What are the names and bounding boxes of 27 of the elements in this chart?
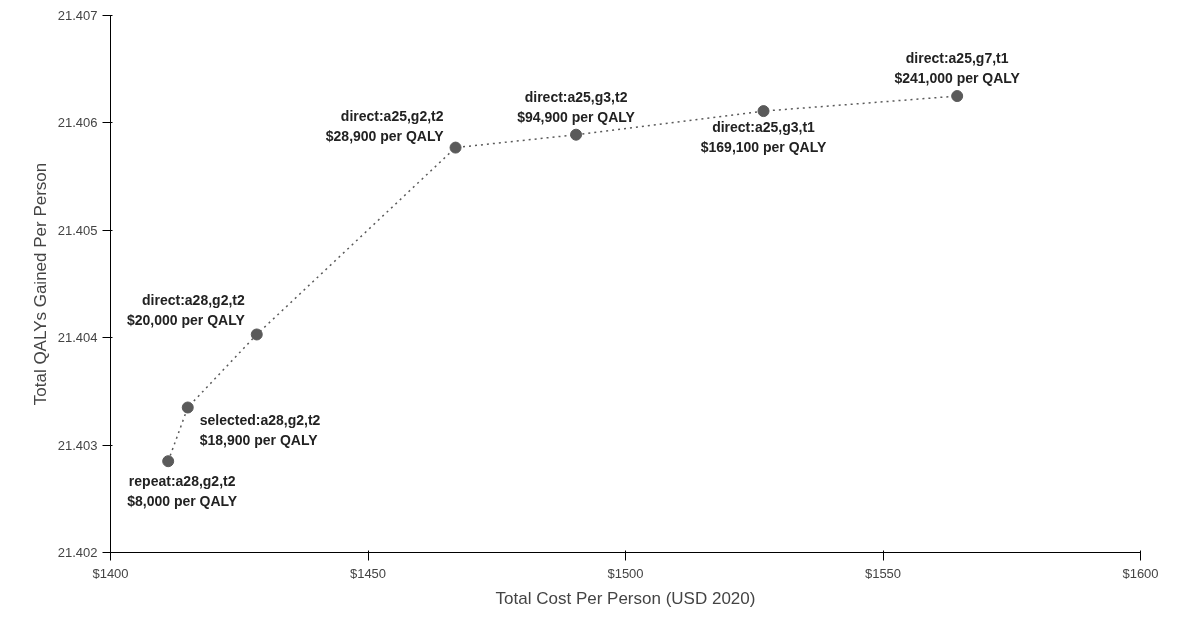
data-label: direct:a25,g3,t2 $94,900 per QALY [517,88,636,125]
y-tick-label: 21.406 [57,115,98,131]
point [951,90,964,103]
x-tick-label: $1550 [864,565,902,581]
data-label: direct:a28,g2,t2 $20,000 per QALY [126,292,246,329]
point [250,328,263,341]
y-tick-label: 21.404 [57,330,98,346]
data-label: direct:a25,g3,t1 $169,100 per QALY [700,119,827,156]
y-tick-label: 21.405 [57,222,98,238]
x-tick-label: $1400 [92,565,129,581]
x-axis-title: Total Cost Per Person (USD 2020) [495,588,756,608]
x-tick-label: $1450 [349,565,387,581]
data-label: selected:a28,g2,t2 $18,900 per QALY [199,411,321,448]
point [757,105,770,118]
y-tick-label: 21.403 [57,437,98,453]
data-label: direct:a25,g2,t2 $28,900 per QALY [325,107,445,144]
y-axis-title: Total QALYs Gained Per Person [30,162,50,406]
y-tick-label: 21.402 [57,545,98,560]
x-tick-label: $1500 [607,565,644,581]
point [162,455,175,468]
point [449,141,462,154]
x-tick-label: $1600 [1122,565,1159,581]
data-label: repeat:a28,g2,t2 $8,000 per QALY [127,473,238,510]
y-tick-label: 21.407 [57,8,98,23]
point [181,401,194,414]
data-label: direct:a25,g7,t1 $241,000 per QALY [894,50,1021,87]
point [570,128,583,141]
